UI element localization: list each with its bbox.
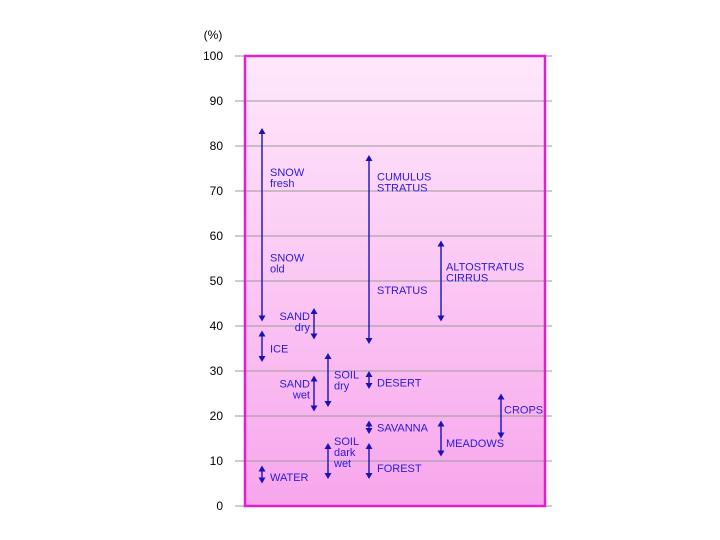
range-arrow [324, 443, 332, 479]
surface-label: SAVANNA [377, 422, 429, 434]
surface-label: MEADOWS [446, 438, 504, 450]
range-arrows [258, 128, 505, 484]
surface-label-line: old [270, 264, 285, 276]
range-arrow [258, 465, 266, 484]
surface-label: WATER [270, 472, 309, 484]
surface-label-line: SOIL [334, 436, 359, 448]
surface-label-line: STRATUS [377, 285, 428, 297]
surface-label: DESERT [377, 377, 422, 389]
surface-label: SAND dry [279, 311, 310, 334]
surface-label-line: SAVANNA [377, 422, 429, 434]
y-tick-label: 20 [210, 409, 224, 423]
range-arrow [437, 240, 445, 322]
surface-label-line: SNOW [270, 253, 305, 265]
surface-label-line: wet [292, 390, 310, 402]
surface-label-line: WATER [270, 472, 309, 484]
surface-label-line: CUMULUS [377, 172, 431, 184]
surface-label-line: dark [334, 447, 356, 459]
surface-label-line: MEADOWS [446, 438, 504, 450]
y-tick-label: 90 [210, 94, 224, 108]
y-tick-label: 60 [210, 229, 224, 243]
surface-label: SNOW old [270, 253, 305, 276]
surface-label-line: SOIL [334, 370, 359, 382]
surface-label-line: SAND [279, 379, 310, 391]
surface-label-line: CROPS [504, 404, 543, 416]
surface-label: SAND wet [279, 379, 310, 402]
range-arrow [258, 128, 266, 322]
surface-label: STRATUS [377, 285, 428, 297]
surface-label: SOIL dry [334, 370, 359, 393]
surface-label: CUMULUS STRATUS [377, 172, 431, 195]
range-arrow [365, 420, 373, 434]
surface-label: SOIL dark wet [333, 436, 359, 470]
surface-label: SNOW fresh [270, 167, 305, 190]
y-axis-unit-label: (%) [204, 28, 223, 42]
y-tick-label: 70 [210, 184, 224, 198]
surface-label-line: CIRRUS [446, 273, 488, 285]
y-tick-label: 10 [210, 454, 224, 468]
y-tick-label: 80 [210, 139, 224, 153]
range-arrow [497, 393, 505, 439]
range-arrow [437, 420, 445, 457]
surface-label: FOREST [377, 463, 422, 475]
surface-label-line: ICE [270, 344, 288, 356]
plot-frame [243, 54, 547, 508]
range-arrow [365, 443, 373, 479]
surface-label-line: wet [333, 458, 351, 470]
surface-label-line: ALTOSTRATUS [446, 262, 524, 274]
surface-label: ALTOSTRATUS CIRRUS [446, 262, 524, 285]
range-arrow [258, 330, 266, 362]
surface-label-line: dry [334, 381, 350, 393]
range-arrow [365, 155, 373, 344]
surface-label-line: dry [295, 322, 311, 334]
surface-label: ICE [270, 344, 288, 356]
range-arrow [310, 308, 318, 340]
range-arrow [324, 353, 332, 407]
y-tick-label: 40 [210, 319, 224, 333]
surface-label-line: FOREST [377, 463, 422, 475]
range-arrow [365, 371, 373, 389]
y-tick-label: 30 [210, 364, 224, 378]
y-axis-tick-labels: 0 10 20 30 40 50 60 70 80 90 100 [203, 49, 223, 513]
y-tick-label: 0 [216, 499, 223, 513]
surface-label-line: SNOW [270, 167, 305, 179]
y-tick-label: 100 [203, 49, 223, 63]
surface-label-line: SAND [279, 311, 310, 323]
surface-label-line: DESERT [377, 377, 422, 389]
y-tick-label: 50 [210, 274, 224, 288]
range-arrow [310, 375, 318, 412]
surface-label: CROPS [504, 404, 543, 416]
surface-label-line: fresh [270, 178, 294, 190]
surface-label-line: STRATUS [377, 183, 428, 195]
